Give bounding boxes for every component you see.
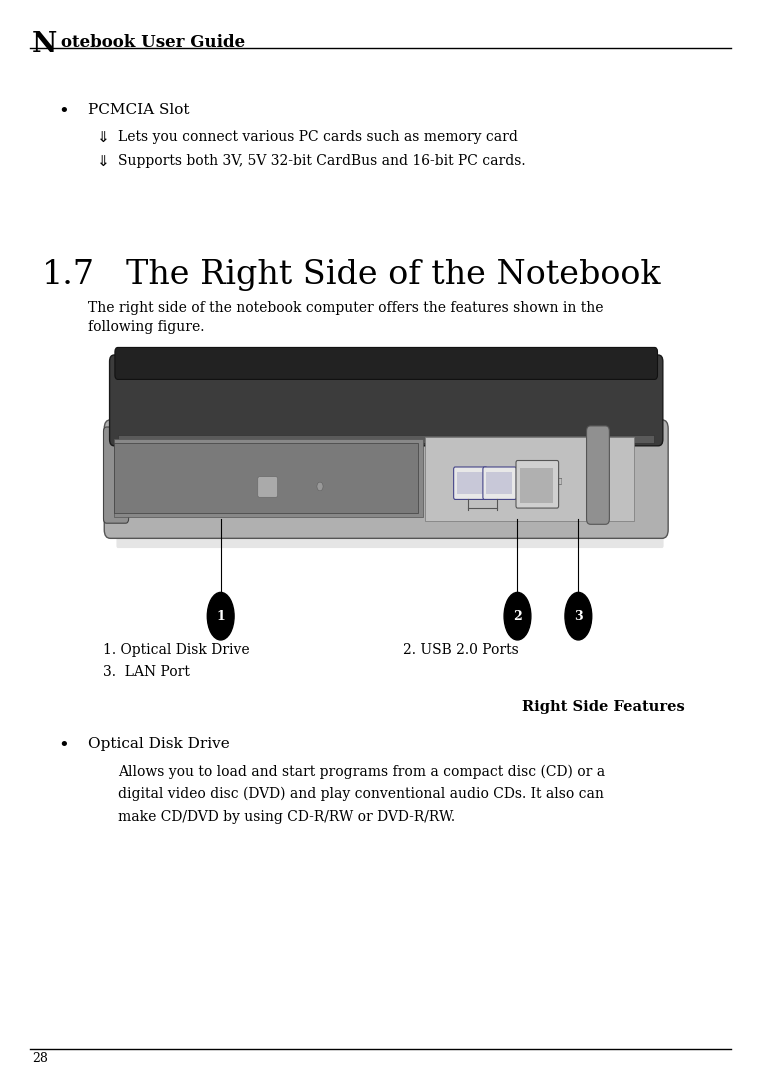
Text: Allows you to load and start programs from a compact disc (CD) or a: Allows you to load and start programs fr… [118,764,605,778]
FancyBboxPatch shape [110,355,663,445]
FancyBboxPatch shape [587,426,610,524]
Text: following figure.: following figure. [88,320,204,334]
FancyBboxPatch shape [483,467,517,499]
Text: Supports both 3V, 5V 32-bit CardBus and 16-bit PC cards.: Supports both 3V, 5V 32-bit CardBus and … [118,154,526,168]
Ellipse shape [504,592,531,640]
Ellipse shape [565,592,592,640]
FancyBboxPatch shape [116,535,664,548]
Text: 28: 28 [32,1052,48,1065]
Text: 2: 2 [513,610,522,623]
FancyBboxPatch shape [454,467,487,499]
FancyBboxPatch shape [258,477,278,497]
Bar [520,468,553,503]
Bar [114,439,423,517]
Text: 🔒: 🔒 [558,478,562,484]
Text: •: • [59,737,69,756]
Text: 1. Optical Disk Drive: 1. Optical Disk Drive [103,643,250,657]
Text: 2. USB 2.0 Ports: 2. USB 2.0 Ports [403,643,519,657]
Text: The right side of the notebook computer offers the features shown in the: The right side of the notebook computer … [88,301,603,315]
Text: digital video disc (DVD) and play conventional audio CDs. It also can: digital video disc (DVD) and play conven… [118,787,603,801]
Text: 1: 1 [216,610,225,623]
FancyBboxPatch shape [516,461,559,508]
Text: 3.  LAN Port: 3. LAN Port [103,665,189,679]
Text: PCMCIA Slot: PCMCIA Slot [88,103,189,117]
Circle shape [317,482,323,491]
FancyBboxPatch shape [115,347,658,379]
FancyBboxPatch shape [103,427,129,523]
Ellipse shape [207,592,234,640]
Bar [114,443,418,513]
Text: 3: 3 [574,610,583,623]
Text: make CD/DVD by using CD-R/RW or DVD-R/RW.: make CD/DVD by using CD-R/RW or DVD-R/RW… [118,810,455,824]
Text: Lets you connect various PC cards such as memory card: Lets you connect various PC cards such a… [118,130,517,144]
Text: The Right Side of the Notebook: The Right Side of the Notebook [126,259,660,292]
Bar [457,472,482,494]
Bar [486,472,512,494]
Text: 1.7: 1.7 [42,259,95,292]
Text: otebook User Guide: otebook User Guide [61,34,245,51]
FancyBboxPatch shape [104,419,668,538]
Text: ⇓: ⇓ [97,130,110,145]
Text: N: N [32,31,57,58]
Text: Right Side Features: Right Side Features [522,700,685,715]
Text: Optical Disk Drive: Optical Disk Drive [88,737,229,751]
Text: •: • [59,103,69,121]
Bar [425,438,635,521]
Bar [118,436,654,443]
Text: ⇓: ⇓ [97,154,110,169]
